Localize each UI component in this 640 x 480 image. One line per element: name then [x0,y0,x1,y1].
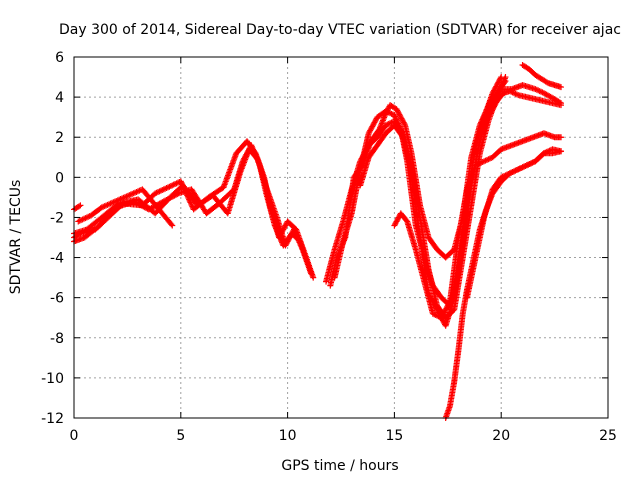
y-tick-label: 0 [55,170,64,186]
x-tick-label: 0 [70,428,79,444]
x-tick-label: 5 [176,428,185,444]
x-tick-label: 15 [385,428,403,444]
y-tick-label: 4 [55,90,64,106]
y-tick-label: -2 [50,210,64,226]
y-axis-label: SDTVAR / TECUs [8,180,24,295]
data-series [357,78,509,329]
data-point-marker [399,133,406,140]
y-tick-label: -8 [50,331,64,347]
y-tick-label: 2 [55,130,64,146]
y-tick-label: 6 [55,50,64,66]
data-point-marker [77,202,84,209]
y-tick-label: -4 [50,251,64,267]
x-tick-label: 20 [492,428,510,444]
data-point-marker [168,221,175,228]
data-point-marker [308,270,315,277]
data-point-marker [310,274,317,281]
y-tick-label: -10 [41,371,64,387]
data-series [75,186,176,229]
x-tick-label: 25 [599,428,617,444]
data-point-marker [169,222,176,229]
data-points [71,62,565,421]
data-series [71,146,315,277]
x-tick-label: 10 [279,428,297,444]
data-point-marker [76,203,83,210]
chart-title: Day 300 of 2014, Sidereal Day-to-day VTE… [59,22,621,38]
y-tick-label: -6 [50,291,64,307]
x-axis-label: GPS time / hours [281,458,398,474]
y-tick-label: -12 [41,411,64,427]
data-point-marker [401,120,408,127]
